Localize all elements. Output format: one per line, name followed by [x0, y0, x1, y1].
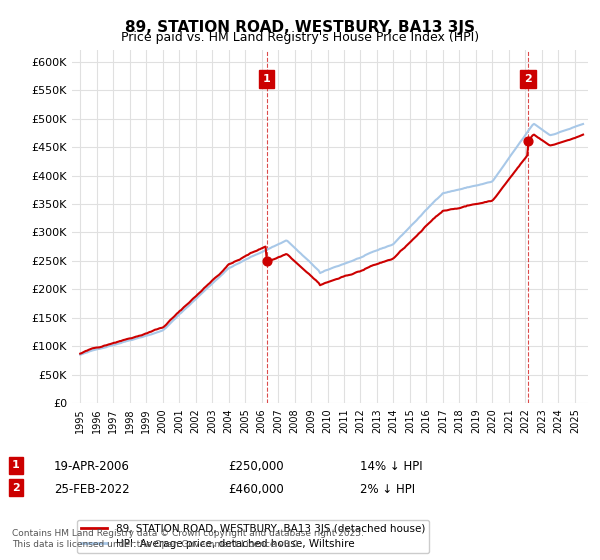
Text: £460,000: £460,000 [228, 483, 284, 496]
Point [262, 256, 271, 265]
Text: 2: 2 [524, 73, 532, 83]
Text: 2% ↓ HPI: 2% ↓ HPI [360, 483, 415, 496]
Text: 19-APR-2006: 19-APR-2006 [54, 460, 130, 473]
Legend: 89, STATION ROAD, WESTBURY, BA13 3JS (detached house), HPI: Average price, detac: 89, STATION ROAD, WESTBURY, BA13 3JS (de… [77, 520, 429, 553]
Text: 89, STATION ROAD, WESTBURY, BA13 3JS: 89, STATION ROAD, WESTBURY, BA13 3JS [125, 20, 475, 35]
Point [523, 137, 533, 146]
Text: Price paid vs. HM Land Registry's House Price Index (HPI): Price paid vs. HM Land Registry's House … [121, 31, 479, 44]
Text: £250,000: £250,000 [228, 460, 284, 473]
Text: 1: 1 [263, 73, 271, 83]
Text: 1: 1 [12, 460, 20, 470]
Text: Contains HM Land Registry data © Crown copyright and database right 2025.
This d: Contains HM Land Registry data © Crown c… [12, 529, 364, 549]
Text: 2: 2 [12, 483, 20, 493]
Text: 14% ↓ HPI: 14% ↓ HPI [360, 460, 422, 473]
Text: 25-FEB-2022: 25-FEB-2022 [54, 483, 130, 496]
